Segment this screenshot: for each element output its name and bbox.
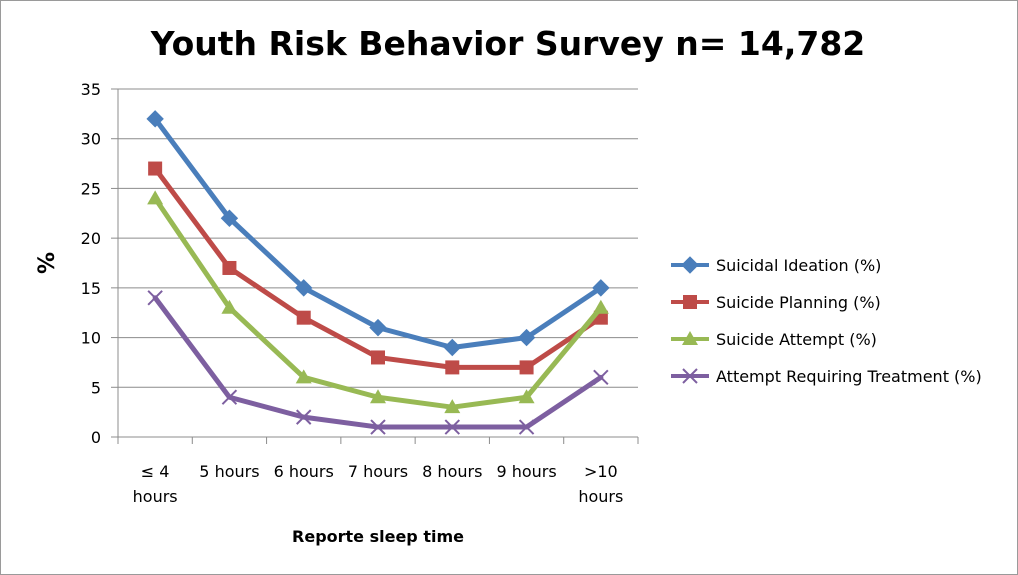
series-1 xyxy=(148,161,608,375)
legend: Suicidal Ideation (%) Suicide Planning (%… xyxy=(671,256,982,386)
data-point-stroke xyxy=(370,419,386,435)
data-point xyxy=(592,279,610,297)
data-point xyxy=(147,290,163,306)
legend-item-3: Attempt Requiring Treatment (%) xyxy=(671,367,982,386)
x-tick-label: 9 hours xyxy=(496,462,556,481)
data-point xyxy=(683,295,697,309)
data-point xyxy=(518,419,535,435)
data-point xyxy=(221,389,238,405)
data-point xyxy=(517,328,536,347)
legend-label: Suicidal Ideation (%) xyxy=(716,256,881,275)
data-point xyxy=(443,338,461,357)
data-point-stroke xyxy=(221,389,238,405)
data-point xyxy=(221,299,238,314)
data-point-stroke xyxy=(296,409,312,425)
y-axis-title: % xyxy=(35,252,60,274)
data-point xyxy=(295,279,313,297)
data-point-stroke xyxy=(518,419,535,435)
data-point xyxy=(592,299,609,314)
data-point xyxy=(519,360,534,375)
data-point xyxy=(296,310,311,325)
data-point xyxy=(445,360,460,375)
x-tick-label: ≤ 4 xyxy=(141,462,170,481)
data-point xyxy=(444,399,461,414)
data-point xyxy=(444,419,460,435)
x-tick-label: hours xyxy=(578,487,623,506)
series-3 xyxy=(147,290,609,435)
series-0 xyxy=(146,110,610,357)
axes xyxy=(111,88,639,444)
x-tick-labels: ≤ 4 hours 5 hours 6 hours 7 hours 8 hours 9 ho… xyxy=(133,462,624,506)
x-tick-label: 6 hours xyxy=(274,462,334,481)
x-tick-label: 5 hours xyxy=(199,462,259,481)
y-tick-label: 5 xyxy=(91,378,101,397)
x-tick-label: hours xyxy=(133,487,178,506)
data-point xyxy=(369,318,387,337)
data-point xyxy=(682,331,698,345)
data-point xyxy=(295,369,312,384)
x-axis-title: Reporte sleep time xyxy=(292,527,464,546)
y-tick-label: 15 xyxy=(81,279,101,298)
legend-item-0: Suicidal Ideation (%) xyxy=(671,256,881,275)
series-lines xyxy=(146,110,610,435)
data-point xyxy=(682,368,698,384)
y-tick-label: 30 xyxy=(81,130,101,149)
y-tick-label: 20 xyxy=(81,229,101,248)
data-point-stroke xyxy=(593,369,609,386)
data-point-stroke xyxy=(444,419,460,435)
data-point xyxy=(593,369,609,386)
x-tick-label: 8 hours xyxy=(422,462,482,481)
data-point xyxy=(681,256,699,274)
data-point xyxy=(148,161,163,176)
data-point-stroke xyxy=(682,368,698,384)
data-point xyxy=(370,389,386,404)
y-tick-labels: 0 5 10 15 20 25 30 35 xyxy=(81,80,101,447)
legend-label: Suicide Planning (%) xyxy=(716,293,881,312)
data-point-stroke xyxy=(147,290,163,306)
legend-label: Attempt Requiring Treatment (%) xyxy=(716,367,982,386)
data-point xyxy=(220,209,239,227)
y-tick-label: 10 xyxy=(81,329,101,348)
data-point xyxy=(296,409,312,425)
data-point xyxy=(370,419,386,435)
y-tick-label: 35 xyxy=(81,80,101,99)
x-tick-label: >10 xyxy=(584,462,618,481)
data-point xyxy=(222,260,237,275)
y-tick-label: 25 xyxy=(81,179,101,198)
series-line xyxy=(152,195,604,410)
data-point xyxy=(146,110,164,128)
x-tick-label: 7 hours xyxy=(348,462,408,481)
legend-label: Suicide Attempt (%) xyxy=(716,330,877,349)
legend-item-1: Suicide Planning (%) xyxy=(671,293,881,312)
data-point xyxy=(371,350,385,365)
data-point xyxy=(518,389,535,404)
y-tick-label: 0 xyxy=(91,428,101,447)
legend-item-2: Suicide Attempt (%) xyxy=(671,330,877,349)
data-point xyxy=(147,190,164,205)
series-2 xyxy=(147,190,609,414)
chart-title: Youth Risk Behavior Survey n= 14,782 xyxy=(150,24,866,63)
